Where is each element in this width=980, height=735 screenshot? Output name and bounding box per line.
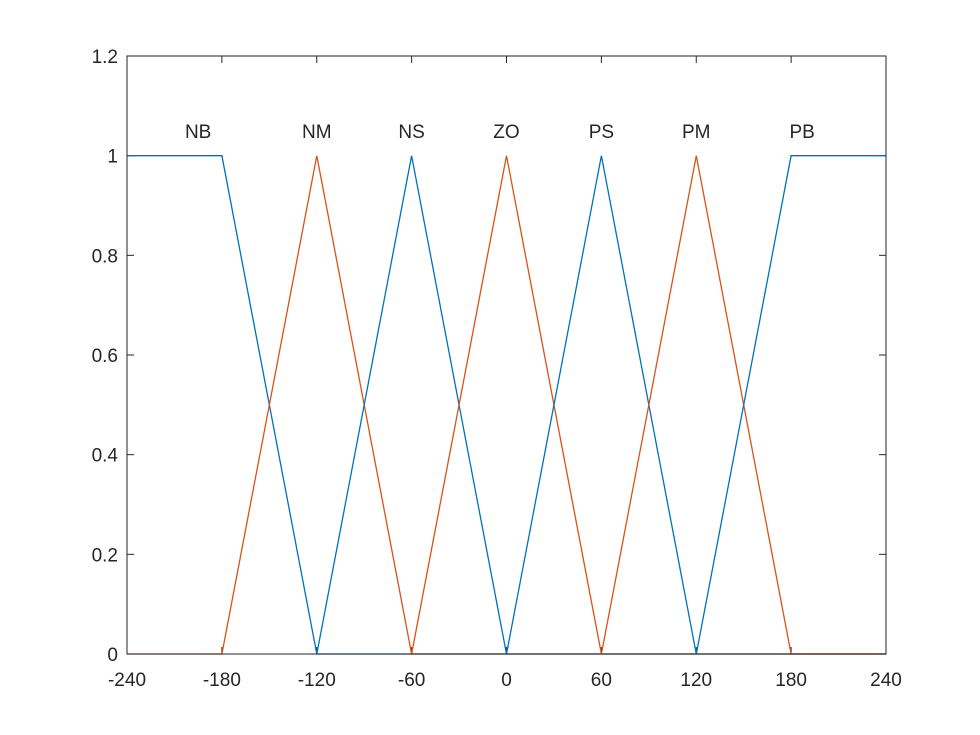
x-tick-label: -180 xyxy=(203,670,241,691)
tick-label-layer: -240 -180 -120 -60 0 60 120 180 240 0 0.2 0.4 0.6 0.8… xyxy=(92,47,902,691)
y-tick-label: 1 xyxy=(107,147,118,168)
series-label-pm: PM xyxy=(682,122,711,143)
series-label-nm: NM xyxy=(302,122,332,143)
x-tick-label: -60 xyxy=(398,670,425,691)
x-tick-label: -120 xyxy=(298,670,336,691)
series-line-ps xyxy=(505,155,697,655)
y-tick-label: 0.6 xyxy=(92,346,118,367)
x-tick-label: 120 xyxy=(680,670,712,691)
x-tick-label: 180 xyxy=(775,670,807,691)
x-tick-label: -240 xyxy=(108,670,146,691)
x-tick-label: 60 xyxy=(591,670,612,691)
series-label-ps: PS xyxy=(589,122,614,143)
series-line-pb xyxy=(695,155,886,655)
series-label-nb: NB xyxy=(185,122,211,143)
y-tick-label: 0.4 xyxy=(92,446,119,467)
series-line-zo xyxy=(410,155,603,655)
series-label-layer: NB NM NS ZO PS PM PB xyxy=(185,122,815,143)
y-tick-label: 0.2 xyxy=(92,545,118,566)
x-tick-label: 0 xyxy=(501,670,512,691)
axes-frame xyxy=(126,55,887,655)
y-tick-label: 0.8 xyxy=(92,246,118,267)
series-line-ns xyxy=(316,155,508,655)
series-label-zo: ZO xyxy=(493,122,519,143)
series-label-ns: NS xyxy=(398,122,424,143)
y-tick-label: 0 xyxy=(107,645,118,666)
x-tick-label: 240 xyxy=(870,670,902,691)
y-tick-label: 1.2 xyxy=(92,47,118,68)
series-label-pb: PB xyxy=(790,122,815,143)
